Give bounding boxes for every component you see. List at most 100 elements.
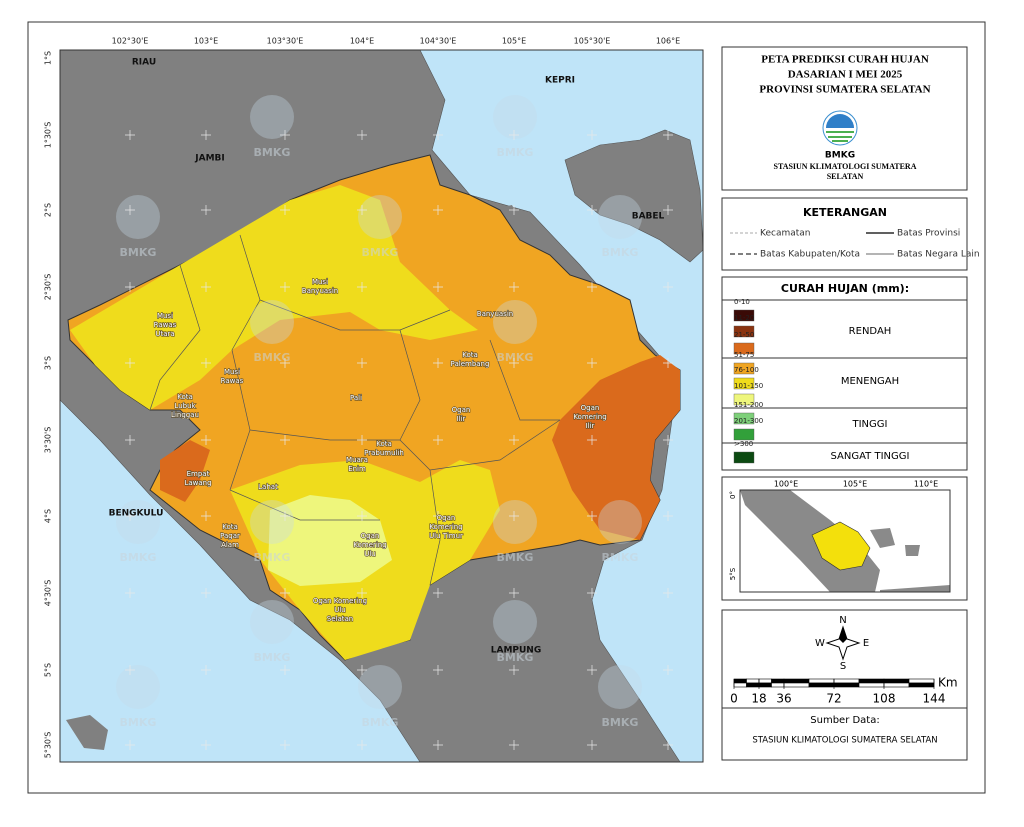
latitude-label: 5°S	[44, 663, 53, 677]
map-title: PETA PREDIKSI CURAH HUJAN	[761, 54, 929, 66]
latitude-label: 1°30'S	[44, 122, 53, 149]
legend-class-label: >300	[734, 440, 753, 448]
logo-text: BMKG	[825, 151, 855, 161]
watermark: BMKG	[497, 146, 534, 159]
source-panel	[721, 707, 968, 761]
zone-21-50	[160, 440, 210, 502]
watermark: BMKG	[362, 716, 399, 729]
scale-segment	[908, 682, 935, 688]
regency-label: Pagar	[220, 532, 240, 540]
regency-label: Utara	[155, 330, 174, 338]
north-arrow-label: N	[839, 615, 846, 626]
graticule-cross	[509, 282, 519, 292]
graticule-cross	[280, 511, 290, 521]
graticule-cross	[433, 588, 443, 598]
legend-swatch	[733, 362, 755, 375]
regency-label: Ogan Komering	[313, 597, 367, 605]
regency-label: Musi	[224, 368, 240, 376]
regency-label: Rawas	[221, 377, 244, 385]
scale-segment	[771, 682, 785, 688]
graticule-cross	[280, 358, 290, 368]
land-island	[66, 715, 108, 750]
regency-label: Kota	[222, 523, 238, 531]
boundary-line	[229, 234, 261, 491]
latitude-label: 4°30'S	[44, 580, 53, 607]
watermark: BMKG	[254, 146, 291, 159]
bmkg-logo-waves	[826, 131, 854, 142]
graticule-cross	[509, 205, 519, 215]
graticule-cross	[587, 358, 597, 368]
graticule-cross	[509, 665, 519, 675]
graticule-cross	[125, 511, 135, 521]
legend-swatch	[733, 377, 755, 390]
inset-lat-label: 0°	[729, 491, 737, 499]
regency-label: Komering	[573, 413, 606, 421]
graticule-cross	[201, 511, 211, 521]
legend-class-label: 0-10	[734, 298, 750, 306]
scale-segment	[733, 678, 747, 684]
graticule-cross	[509, 740, 519, 750]
scale-segment	[746, 682, 760, 688]
legend-item: Batas Negara Lain	[897, 250, 980, 260]
graticule-cross	[433, 282, 443, 292]
inset-belitung	[905, 545, 920, 556]
latitude-label: 5°30'S	[44, 732, 53, 759]
watermark: BMKG	[120, 716, 157, 729]
boundary-line	[399, 329, 561, 471]
graticule-cross	[280, 282, 290, 292]
legend-swatch	[733, 309, 755, 322]
scale-segment	[746, 678, 760, 684]
regency-label: Linggau	[171, 411, 199, 419]
boundary-line	[259, 299, 451, 331]
scale-segment	[858, 682, 885, 688]
scale-segment	[758, 682, 772, 688]
regency-label: Pali	[350, 394, 362, 402]
legend-class-label: 151-200	[734, 401, 763, 409]
regency-label: Selatan	[327, 615, 353, 623]
scale-segment	[733, 682, 747, 688]
legend-group-label: SANGAT TINGGI	[831, 451, 910, 462]
regency-label: Ogan	[437, 514, 456, 522]
north-arrow-head	[839, 627, 847, 643]
latitude-label: 1°S	[44, 51, 53, 65]
regency-label: Ogan	[452, 406, 471, 414]
curah-hujan-panel	[721, 276, 968, 471]
map-frame	[59, 49, 704, 763]
regency-label: Musi	[157, 312, 173, 320]
regency-label: Banyuasin	[477, 310, 513, 318]
graticule-cross	[357, 130, 367, 140]
graticule-cross	[201, 665, 211, 675]
watermark-logo	[358, 665, 402, 709]
province-label: LAMPUNG	[491, 646, 541, 656]
legend-class-label: 76-100	[734, 366, 759, 374]
watermark: BMKG	[497, 351, 534, 364]
graticule-cross	[280, 205, 290, 215]
graticule-cross	[587, 435, 597, 445]
land-bangka	[564, 129, 703, 263]
scale-segment	[858, 678, 885, 684]
scale-segment	[833, 682, 860, 688]
zone-76-100	[70, 185, 478, 410]
graticule-cross	[201, 740, 211, 750]
regency-label: Kota	[462, 351, 478, 359]
regency-label: Komering	[353, 541, 386, 549]
watermark: BMKG	[602, 551, 639, 564]
watermark-logo	[493, 95, 537, 139]
inset-map	[740, 490, 950, 592]
province-label: RIAU	[132, 58, 156, 68]
watermark: BMKG	[497, 651, 534, 664]
main-map	[60, 50, 703, 762]
graticule-cross	[663, 358, 673, 368]
watermark: BMKG	[120, 551, 157, 564]
scale-unit: Km	[938, 676, 958, 690]
station-name: STASIUN KLIMATOLOGI SUMATERA	[774, 162, 917, 171]
graticule-cross	[201, 435, 211, 445]
regency-label: Ulu	[334, 606, 346, 614]
graticule-cross	[125, 665, 135, 675]
province-label: KEPRI	[545, 76, 575, 86]
scale-segment	[758, 678, 772, 684]
regency-label: Banyuasin	[302, 287, 338, 295]
watermark: BMKG	[120, 246, 157, 259]
graticule-cross	[201, 282, 211, 292]
scale-segment	[783, 678, 810, 684]
